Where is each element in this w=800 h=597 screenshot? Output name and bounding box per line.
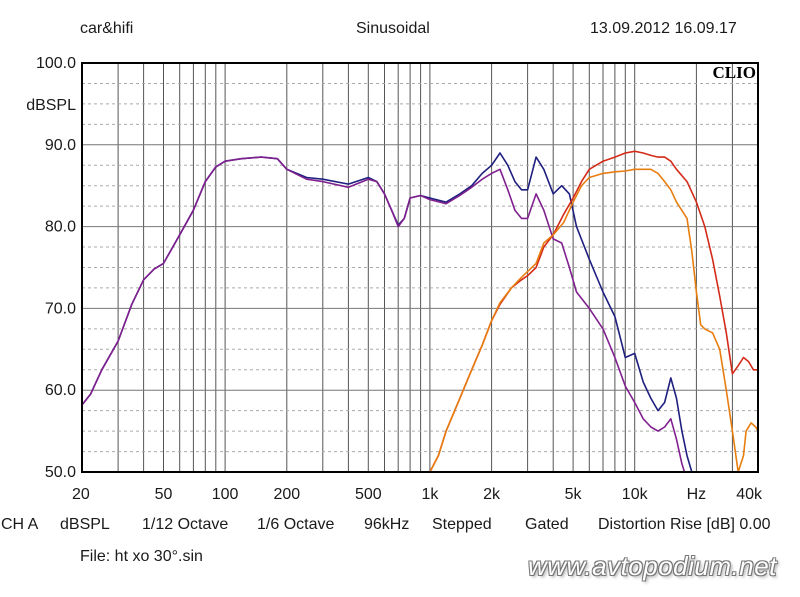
x-tick-label: Hz <box>687 486 707 503</box>
footer-mode: Stepped <box>432 516 492 533</box>
x-tick-label: 100 <box>212 486 239 503</box>
x-tick-label: 50 <box>155 486 173 503</box>
y-axis-label: dBSPL <box>26 97 76 114</box>
x-tick-label: 5k <box>565 486 583 503</box>
y-tick-labels: 100.0 90.0 80.0 70.0 60.0 50.0 <box>36 55 76 481</box>
response-curve-4 <box>429 168 758 472</box>
footer-gating: Gated <box>525 516 569 533</box>
y-tick-label: 70.0 <box>45 300 76 317</box>
y-tick-label: 80.0 <box>45 219 76 236</box>
x-tick-label: 40k <box>736 486 763 503</box>
x-tick-label: 2k <box>483 486 501 503</box>
file-name: File: ht xo 30°.sin <box>80 548 203 565</box>
x-tick-label: 20 <box>72 486 90 503</box>
header-timestamp: 13.09.2012 16.09.17 <box>590 20 737 37</box>
header-mode-label: Sinusoidal <box>356 20 430 37</box>
x-tick-label: 500 <box>355 486 382 503</box>
y-tick-label: 90.0 <box>45 137 76 154</box>
x-tick-label: 1k <box>421 486 439 503</box>
y-tick-label: 50.0 <box>45 464 76 481</box>
clio-logo: CLIO <box>713 63 756 82</box>
curves <box>82 150 758 472</box>
y-tick-label: 100.0 <box>36 55 76 72</box>
footer-resolution: 1/6 Octave <box>257 516 335 533</box>
footer-rate: 96kHz <box>364 516 410 533</box>
header-left-label: car&hifi <box>80 20 134 37</box>
plot-frame <box>81 62 759 473</box>
response-curve-2 <box>82 156 686 472</box>
footer-channel: CH A <box>1 516 39 533</box>
x-tick-labels: 20 50 100 200 500 1k 2k 5k 10k Hz 40k <box>72 486 763 503</box>
watermark: www.avtopodium.net <box>528 551 777 581</box>
footer-unit: dBSPL <box>60 516 110 533</box>
y-tick-label: 60.0 <box>45 382 76 399</box>
footer-distortion: Distortion Rise [dB] 0.00 <box>598 516 771 533</box>
x-tick-label: 200 <box>273 486 300 503</box>
x-tick-label: 10k <box>622 486 649 503</box>
footer-smoothing: 1/12 Octave <box>142 516 229 533</box>
grid <box>82 63 758 472</box>
response-curve-3 <box>429 150 758 472</box>
